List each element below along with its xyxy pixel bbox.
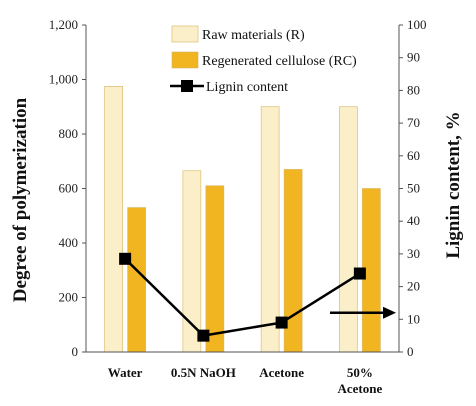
legend-swatch-0 — [171, 25, 199, 43]
legend-swatch-1 — [171, 51, 199, 69]
x-tick-label: Acetone — [337, 381, 382, 396]
lignin-point-2 — [275, 316, 288, 329]
x-tick-label: Acetone — [259, 365, 304, 380]
x-tick-label: 50% — [347, 365, 373, 380]
y-tick-label-left: 0 — [72, 344, 79, 359]
y-tick-label-right: 40 — [407, 213, 420, 228]
arrow-head — [383, 306, 396, 319]
ticks-layer: 0 200 400 600 800 1,000 1,200 0 10 20 30 40 50 60 70 80… — [49, 17, 427, 396]
y-tick-label-right: 90 — [407, 50, 420, 65]
bar-rc-0 — [127, 207, 146, 353]
bar-rc-1 — [205, 185, 225, 353]
lignin-point-1 — [197, 329, 210, 342]
y-tick-label-right: 50 — [407, 181, 420, 196]
bar-raw-0 — [104, 86, 123, 353]
lignin-line-layer — [119, 252, 366, 342]
y-tick-label-left: 200 — [59, 290, 79, 305]
y-tick-label-left: 400 — [59, 235, 79, 250]
y-tick-label-left: 600 — [59, 181, 79, 196]
x-tick-label: 0.5N NaOH — [171, 365, 236, 380]
y-tick-label-right: 20 — [407, 279, 420, 294]
y-axis-right-title: Lignin content, % — [443, 111, 464, 258]
y-tick-label-right: 100 — [407, 17, 427, 32]
y-tick-label-right: 0 — [407, 344, 414, 359]
y-tick-label-right: 70 — [407, 115, 420, 130]
y-tick-label-right: 60 — [407, 148, 420, 163]
y-tick-label-right: 80 — [407, 82, 420, 97]
lignin-point-3 — [353, 267, 366, 280]
y-tick-label-left: 1,000 — [49, 72, 78, 87]
y-axis-title: Degree of polymerization — [10, 97, 31, 302]
legend-label-1: Regenerated cellulose (RC) — [202, 54, 357, 69]
y-tick-label-right: 10 — [407, 311, 420, 326]
legend: Raw materials (R) Regenerated cellulose (… — [170, 25, 357, 95]
legend-marker — [181, 80, 193, 92]
bar-raw-3 — [339, 106, 358, 353]
legend-label-2: Lignin content — [206, 80, 288, 95]
lignin-point-0 — [119, 252, 132, 265]
bar-raw-2 — [260, 106, 280, 353]
legend-label-0: Raw materials (R) — [202, 28, 305, 43]
y-tick-label-left: 1,200 — [49, 17, 78, 32]
lignin-line — [124, 257, 361, 337]
x-tick-label: Water — [108, 365, 143, 380]
y-tick-label-left: 800 — [59, 126, 79, 141]
right-axis-arrow — [330, 306, 396, 319]
y-tick-label-right: 30 — [407, 246, 420, 261]
